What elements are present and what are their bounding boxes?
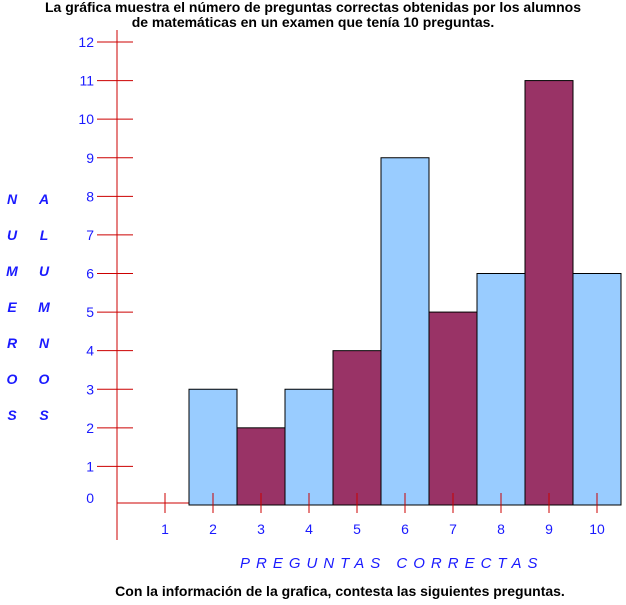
bar-10 xyxy=(572,273,622,506)
y-label-letter: O xyxy=(38,371,50,387)
y-label-letter: A xyxy=(38,191,50,207)
x-axis-label: PREGUNTAS CORRECTAS xyxy=(240,555,544,572)
y-tick-label: 3 xyxy=(86,381,94,397)
y-tick-label: 0 xyxy=(86,490,94,506)
y-tick-label: 5 xyxy=(86,304,94,320)
bar-3 xyxy=(236,427,286,506)
y-axis-label-numeros: N U M E R O S xyxy=(2,190,22,442)
y-label-letter: L xyxy=(39,227,49,243)
y-tick-label: 9 xyxy=(86,150,94,166)
bar-8 xyxy=(476,273,526,506)
y-label-letter: U xyxy=(6,227,18,243)
y-label-letter: N xyxy=(6,191,18,207)
x-tick-label: 7 xyxy=(449,521,457,537)
bar-2 xyxy=(188,388,238,506)
bar-4 xyxy=(284,388,334,506)
y-label-letter: M xyxy=(38,299,50,315)
x-tick-label: 4 xyxy=(305,521,313,537)
y-label-letter: S xyxy=(39,407,49,423)
y-label-letter: O xyxy=(6,371,18,387)
y-tick-label: 2 xyxy=(86,420,94,436)
y-tick-label: 8 xyxy=(86,188,94,204)
chart-title: La gráfica muestra el número de pregunta… xyxy=(0,0,626,30)
y-tick-label: 1 xyxy=(86,458,94,474)
x-tick-label: 10 xyxy=(589,521,605,537)
title-line-1: La gráfica muestra el número de pregunta… xyxy=(44,0,582,15)
footer-instruction: Con la información de la grafica, contes… xyxy=(115,583,565,599)
x-tick-label: 2 xyxy=(209,521,217,537)
y-label-letter: E xyxy=(7,299,17,315)
bar-7 xyxy=(428,311,478,506)
y-tick-label: 12 xyxy=(78,34,94,50)
y-label-letter: S xyxy=(7,407,17,423)
y-axis-label-alumnos: A L U M N O S xyxy=(34,190,54,442)
title-line-2: de matemáticas en un examen que tenía 10… xyxy=(131,14,495,30)
bar-6 xyxy=(380,157,430,506)
y-tick-label: 10 xyxy=(78,111,94,127)
y-label-letter: M xyxy=(6,263,18,279)
y-label-letter: N xyxy=(38,335,50,351)
y-tick-label: 7 xyxy=(86,227,94,243)
y-tick-label: 11 xyxy=(79,73,94,89)
bar-9 xyxy=(524,80,574,506)
x-tick-label: 6 xyxy=(401,521,409,537)
x-tick-label: 9 xyxy=(545,521,553,537)
x-tick-label: 5 xyxy=(353,521,361,537)
y-label-letter: U xyxy=(38,263,50,279)
x-tick-label: 8 xyxy=(497,521,505,537)
x-tick-label: 3 xyxy=(257,521,265,537)
y-tick-label: 4 xyxy=(86,343,94,359)
bar-5 xyxy=(332,350,382,506)
x-tick-label: 1 xyxy=(161,521,169,537)
y-tick-label: 6 xyxy=(86,266,94,282)
y-label-letter: R xyxy=(6,335,18,351)
